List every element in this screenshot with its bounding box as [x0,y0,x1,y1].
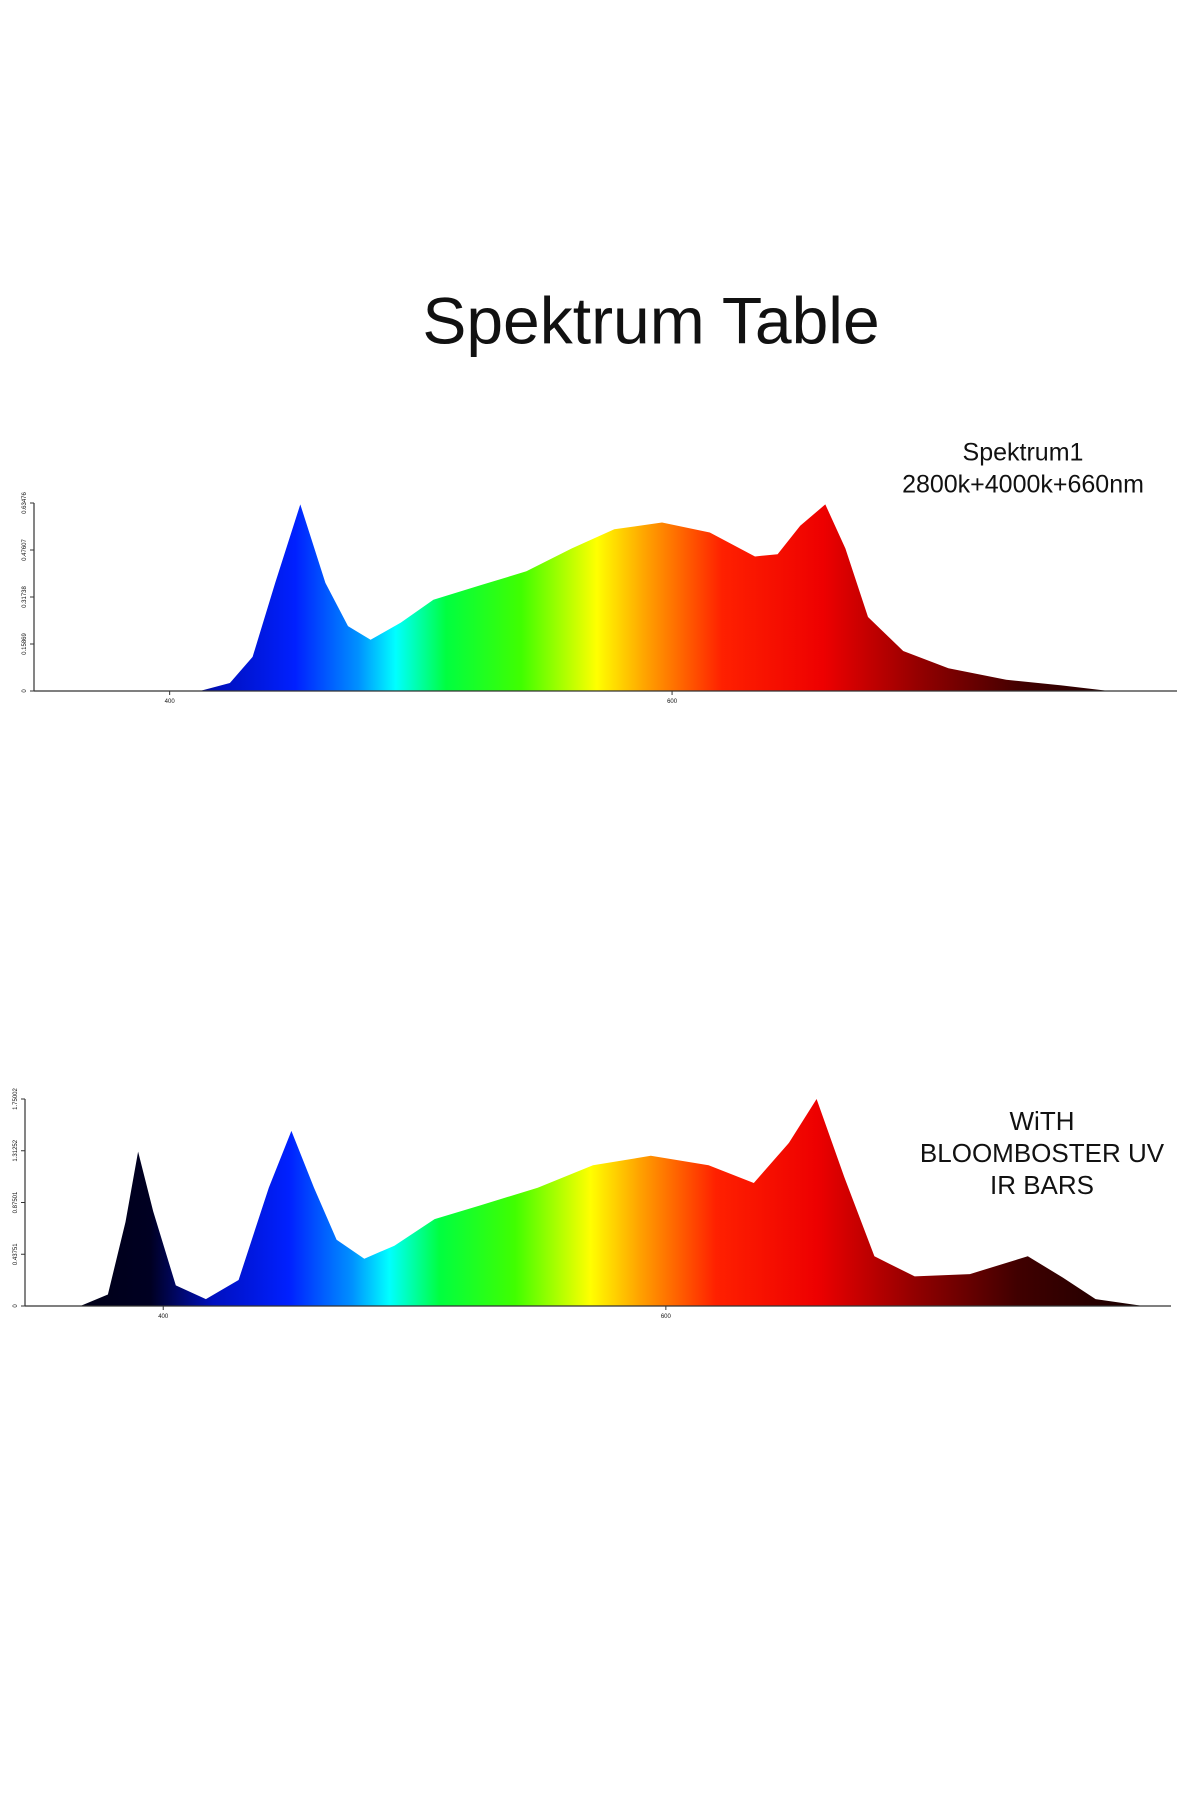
y-tick-label: 0.43751 [13,1243,19,1265]
annotation: Spektrum1 [963,439,1084,467]
y-tick-label: 0.87501 [13,1191,19,1213]
y-tick-label: 0.63476 [22,492,28,514]
y-tick-label: 0 [13,1304,19,1308]
x-tick-label: 400 [158,1314,169,1320]
y-tick-label: 0.15869 [22,633,28,655]
x-tick-label: 400 [165,699,176,705]
x-tick-label: 600 [667,699,678,705]
annotation: WiTH [1010,1106,1075,1136]
y-tick-label: 1.31252 [13,1139,19,1161]
annotation: IR BARS [990,1170,1094,1200]
x-tick-label: 600 [661,1314,672,1320]
page-title: Spektrum Table [422,283,879,357]
annotation: BLOOMBOSTER UV [920,1138,1165,1168]
spectrum-area [199,504,1110,691]
annotation: 2800k+4000k+660nm [902,471,1144,499]
spectrum-area [80,1099,1144,1306]
y-tick-label: 0.47607 [22,539,28,561]
y-tick-label: 1.75002 [13,1088,19,1110]
y-tick-label: 0 [22,689,28,693]
y-tick-label: 0.31738 [22,586,28,608]
